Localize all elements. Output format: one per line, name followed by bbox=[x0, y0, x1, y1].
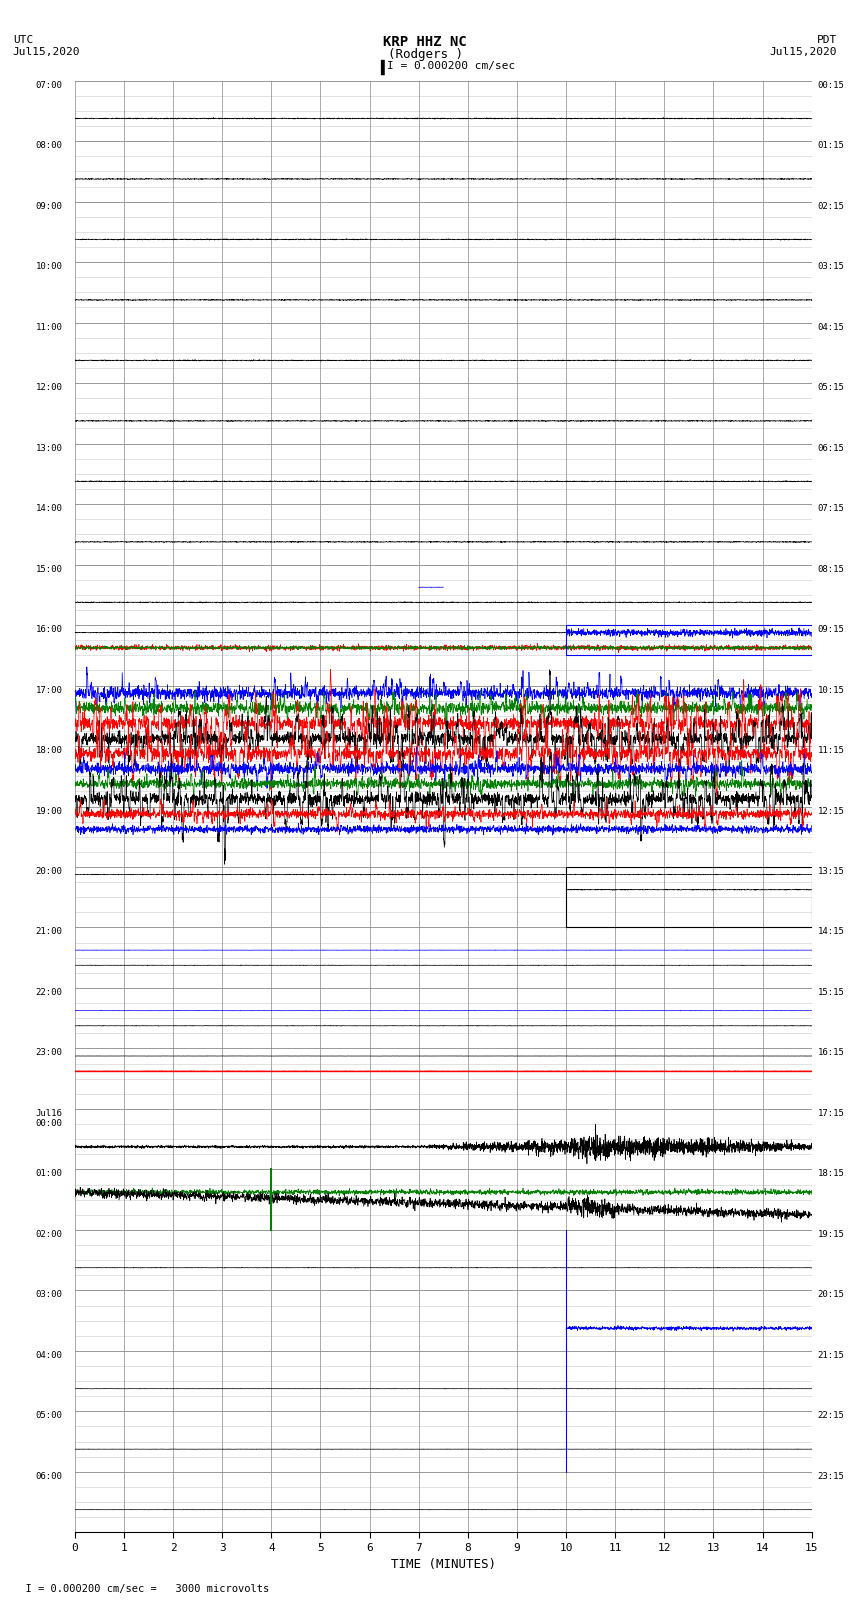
Text: I = 0.000200 cm/sec =   3000 microvolts: I = 0.000200 cm/sec = 3000 microvolts bbox=[13, 1584, 269, 1594]
Text: 07:15: 07:15 bbox=[818, 503, 845, 513]
Text: 10:00: 10:00 bbox=[36, 263, 63, 271]
Text: 01:00: 01:00 bbox=[36, 1169, 63, 1179]
Text: 17:00: 17:00 bbox=[36, 686, 63, 695]
Text: 11:15: 11:15 bbox=[818, 747, 845, 755]
Text: 22:15: 22:15 bbox=[818, 1411, 845, 1421]
Text: 13:00: 13:00 bbox=[36, 444, 63, 453]
Text: 02:00: 02:00 bbox=[36, 1231, 63, 1239]
X-axis label: TIME (MINUTES): TIME (MINUTES) bbox=[391, 1558, 496, 1571]
Text: 12:15: 12:15 bbox=[818, 806, 845, 816]
Text: 21:00: 21:00 bbox=[36, 927, 63, 937]
Text: 20:00: 20:00 bbox=[36, 868, 63, 876]
Text: 19:00: 19:00 bbox=[36, 806, 63, 816]
Bar bbox=[566, 626, 812, 655]
Text: 07:00: 07:00 bbox=[36, 81, 63, 90]
Text: 04:00: 04:00 bbox=[36, 1352, 63, 1360]
Text: 16:00: 16:00 bbox=[36, 626, 63, 634]
Text: 12:00: 12:00 bbox=[36, 384, 63, 392]
Text: 21:15: 21:15 bbox=[818, 1352, 845, 1360]
Text: Jul16
00:00: Jul16 00:00 bbox=[36, 1110, 63, 1129]
Text: Jul15,2020: Jul15,2020 bbox=[770, 47, 837, 56]
Text: (Rodgers ): (Rodgers ) bbox=[388, 48, 462, 61]
Text: 18:15: 18:15 bbox=[818, 1169, 845, 1179]
Text: 01:15: 01:15 bbox=[818, 142, 845, 150]
Text: 00:15: 00:15 bbox=[818, 81, 845, 90]
Text: Jul15,2020: Jul15,2020 bbox=[13, 47, 80, 56]
Text: 20:15: 20:15 bbox=[818, 1290, 845, 1300]
Text: 05:15: 05:15 bbox=[818, 384, 845, 392]
Text: 18:00: 18:00 bbox=[36, 747, 63, 755]
Text: 14:15: 14:15 bbox=[818, 927, 845, 937]
Text: 05:00: 05:00 bbox=[36, 1411, 63, 1421]
Text: 10:15: 10:15 bbox=[818, 686, 845, 695]
Text: UTC: UTC bbox=[13, 35, 33, 45]
Text: 11:00: 11:00 bbox=[36, 323, 63, 332]
Text: 09:00: 09:00 bbox=[36, 202, 63, 211]
Text: I = 0.000200 cm/sec: I = 0.000200 cm/sec bbox=[387, 61, 515, 71]
Text: 04:15: 04:15 bbox=[818, 323, 845, 332]
Text: 08:00: 08:00 bbox=[36, 142, 63, 150]
Text: 13:15: 13:15 bbox=[818, 868, 845, 876]
Text: 02:15: 02:15 bbox=[818, 202, 845, 211]
Text: 08:15: 08:15 bbox=[818, 565, 845, 574]
Text: 15:15: 15:15 bbox=[818, 987, 845, 997]
Text: PDT: PDT bbox=[817, 35, 837, 45]
Text: 14:00: 14:00 bbox=[36, 503, 63, 513]
Text: 06:00: 06:00 bbox=[36, 1471, 63, 1481]
Text: 16:15: 16:15 bbox=[818, 1048, 845, 1058]
Text: 19:15: 19:15 bbox=[818, 1231, 845, 1239]
Text: 23:00: 23:00 bbox=[36, 1048, 63, 1058]
Text: 09:15: 09:15 bbox=[818, 626, 845, 634]
Text: 23:15: 23:15 bbox=[818, 1471, 845, 1481]
Text: 15:00: 15:00 bbox=[36, 565, 63, 574]
Text: 17:15: 17:15 bbox=[818, 1110, 845, 1118]
Text: 06:15: 06:15 bbox=[818, 444, 845, 453]
Text: ▌: ▌ bbox=[380, 60, 388, 76]
Text: 03:00: 03:00 bbox=[36, 1290, 63, 1300]
Bar bbox=[566, 868, 812, 927]
Text: KRP HHZ NC: KRP HHZ NC bbox=[383, 35, 467, 50]
Text: 22:00: 22:00 bbox=[36, 987, 63, 997]
Text: 03:15: 03:15 bbox=[818, 263, 845, 271]
